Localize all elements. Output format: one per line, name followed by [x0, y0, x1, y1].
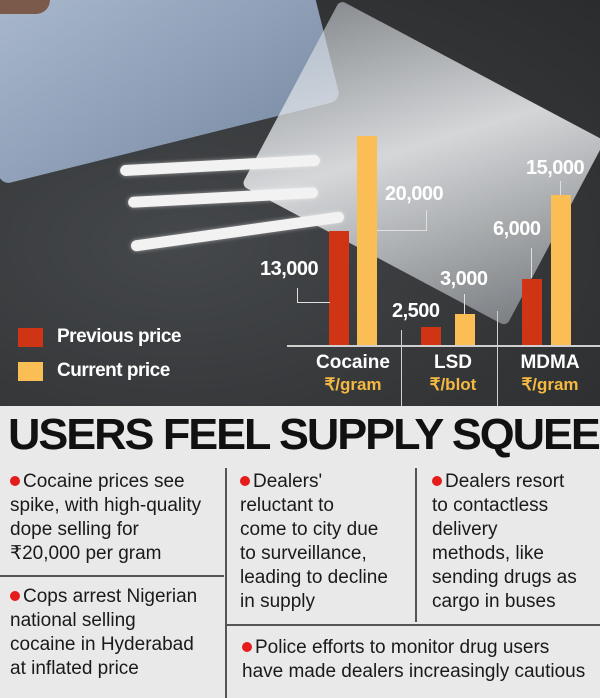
row-divider [226, 624, 600, 626]
column-divider [225, 468, 227, 698]
leader-line [560, 181, 562, 195]
bar-cocaine-current [357, 136, 377, 345]
legend-swatch-current [18, 361, 43, 381]
bullet-dot-icon [242, 642, 252, 652]
bullet-dot-icon [10, 476, 20, 486]
chart-legend: Previous price Current price [18, 320, 181, 388]
value-label-mdma-current: 15,000 [526, 157, 585, 179]
leader-line [531, 248, 533, 278]
category-unit: ₹/blot [429, 375, 477, 394]
bullet-cocaine-prices: Cocaine prices see spike, with high-qual… [10, 471, 202, 564]
bullet-dot-icon [10, 591, 20, 601]
bullet-dot-icon [240, 476, 250, 486]
row-divider [0, 575, 224, 577]
category-unit: ₹/gram [521, 375, 579, 394]
category-mdma: MDMA ₹/gram [505, 352, 595, 396]
legend-label: Previous price [57, 326, 181, 347]
bar-lsd-previous [421, 327, 441, 345]
legend-item-previous: Previous price [18, 320, 181, 354]
finger-image [0, 0, 50, 14]
category-name: LSD [434, 352, 472, 373]
legend-swatch-previous [18, 327, 43, 347]
value-label-cocaine-previous: 13,000 [260, 258, 319, 280]
leader-line [464, 294, 466, 314]
category-name: MDMA [520, 352, 580, 373]
bullet-cops-arrest: Cops arrest Nigerian national selling co… [10, 586, 198, 679]
category-unit: ₹/gram [324, 375, 382, 394]
value-label-cocaine-current: 20,000 [385, 183, 444, 205]
category-cocaine: Cocaine ₹/gram [308, 352, 398, 396]
value-label-lsd-previous: 2,500 [392, 300, 440, 322]
value-label-mdma-previous: 6,000 [493, 218, 541, 240]
legend-label: Current price [57, 360, 170, 381]
headline: USERS FEEL SUPPLY SQUEEZE [8, 410, 600, 459]
value-label-lsd-current: 3,000 [440, 268, 488, 290]
leader-line [297, 288, 330, 303]
background-photo: Previous price Current price 13,000 20,0… [0, 0, 600, 406]
legend-item-current: Current price [18, 354, 181, 388]
category-lsd: LSD ₹/blot [408, 352, 498, 396]
leader-line [377, 210, 427, 231]
bar-cocaine-previous [329, 231, 349, 345]
bullet-dealers-reluctant: Dealers' reluctant to come to city due t… [240, 471, 388, 612]
category-name: Cocaine [316, 352, 390, 373]
bar-mdma-current [551, 195, 571, 345]
bar-lsd-current [455, 314, 475, 345]
chart-baseline [287, 345, 600, 347]
bullet-police-efforts: Police efforts to monitor drug users hav… [242, 637, 586, 682]
category-separator [401, 330, 402, 406]
column-divider [415, 468, 417, 622]
bar-mdma-previous [522, 279, 542, 345]
bullet-contactless-delivery: Dealers resort to contactless delivery m… [432, 471, 577, 612]
bar-area [0, 0, 600, 345]
bullet-dot-icon [432, 476, 442, 486]
category-separator [497, 311, 498, 406]
